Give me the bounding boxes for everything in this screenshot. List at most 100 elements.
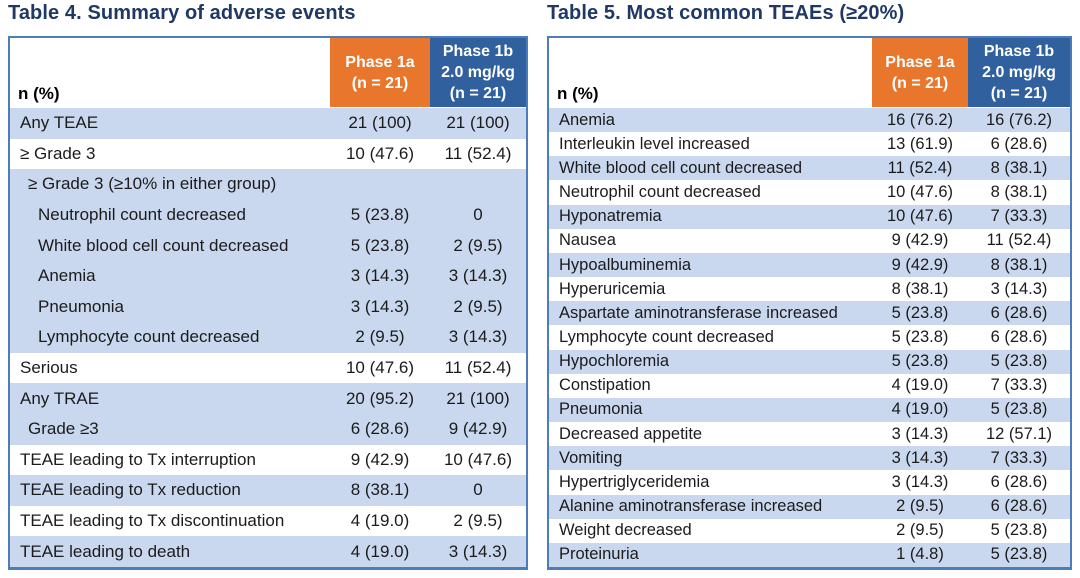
table-row: Any TRAE 20 (95.2) 21 (100) [10, 383, 526, 414]
phase1b-value: 10 (47.6) [443, 449, 513, 469]
phase1b-n: (n = 21) [990, 85, 1048, 102]
row-label: Vomiting [559, 448, 623, 467]
phase1a-value: 9 (42.9) [350, 449, 410, 469]
table-row: Decreased appetite 3 (14.3) 12 (57.1) [549, 422, 1070, 447]
phase1a-value: 10 (47.6) [345, 143, 415, 163]
phase1a-value: 4 (19.0) [350, 511, 410, 531]
phase1b-value: 3 (14.3) [448, 541, 508, 561]
table-row: Pneumonia 4 (19.0) 5 (23.8) [549, 397, 1070, 423]
row-label: Alanine aminotransferase increased [559, 497, 823, 516]
table-row: Hypertriglyceridemia 3 (14.3) 6 (28.6) [549, 470, 1070, 495]
row-label: Hypoalbuminemia [559, 255, 692, 274]
row-label: Interleukin level increased [559, 134, 750, 153]
row-label: Constipation [559, 376, 651, 395]
phase1a-value: 5 (23.8) [350, 235, 410, 255]
phase1a-value: 2 (9.5) [355, 327, 405, 347]
row-label: White blood cell count decreased [38, 235, 289, 255]
phase1b-value: 0 [473, 205, 483, 225]
phase1a-value: 6 (28.6) [350, 419, 410, 439]
table-row: Grade ≥3 6 (28.6) 9 (42.9) [10, 413, 526, 445]
phase1a-value: 5 (23.8) [891, 303, 949, 322]
row-label: Anemia [38, 266, 96, 286]
table5-phase1b-column-header: Phase 1b 2.0 mg/kg (n = 21) [968, 38, 1070, 107]
table-row: Aspartate aminotransferase increased 5 (… [549, 301, 1070, 326]
phase1b-value: 11 (52.4) [986, 231, 1052, 250]
phase1a-value: 3 (14.3) [891, 472, 949, 491]
phase1b-value: 5 (23.8) [990, 545, 1048, 564]
row-label: Nausea [559, 231, 616, 250]
row-label: TEAE leading to Tx reduction [20, 480, 241, 500]
table-row: Hyperuricemia 8 (38.1) 3 (14.3) [549, 277, 1070, 302]
row-label: Aspartate aminotransferase increased [559, 303, 838, 322]
row-label: Serious [20, 358, 78, 378]
row-label: Any TRAE [20, 388, 100, 408]
row-label: Proteinuria [559, 545, 639, 564]
table-row: Weight decreased 2 (9.5) 5 (23.8) [549, 518, 1070, 543]
phase1b-value: 0 [473, 480, 483, 500]
phase1b-value: 21 (100) [446, 388, 510, 408]
table4-n-percent-header: n (%) [18, 84, 60, 103]
phase1a-value: 4 (19.0) [891, 400, 949, 419]
table-row: White blood cell count decreased 11 (52.… [549, 156, 1070, 181]
phase1a-value: 5 (23.8) [350, 205, 410, 225]
phase1a-value: 13 (61.9) [886, 134, 954, 153]
table5-common-teaes-table: n (%) Phase 1a (n = 21) Phase 1b 2.0 mg/… [547, 36, 1072, 570]
table-row: TEAE leading to death 4 (19.0) 3 (14.3) [10, 536, 526, 567]
table-row: Lymphocyte count decreased 2 (9.5) 3 (14… [10, 322, 526, 353]
phase1a-n: (n = 21) [891, 74, 949, 92]
table-row: Any TEAE 21 (100) 21 (100) [10, 108, 526, 139]
phase1a-value: 4 (19.0) [891, 376, 949, 395]
phase1a-value: 1 (4.8) [896, 545, 944, 564]
row-label: Hyperuricemia [559, 279, 666, 298]
phase1a-value: 10 (47.6) [886, 207, 954, 226]
table-row: Alanine aminotransferase increased 2 (9.… [549, 494, 1070, 519]
row-label: Pneumonia [38, 296, 125, 316]
table4-phase1b-column-header: Phase 1b 2.0 mg/kg (n = 21) [430, 38, 526, 107]
row-label: Hypochloremia [559, 352, 670, 371]
phase1a-value: 2 (9.5) [896, 497, 944, 516]
row-label: Lymphocyte count decreased [559, 327, 774, 346]
phase1b-value: 7 (33.3) [990, 376, 1048, 395]
phase1a-value: 3 (14.3) [891, 424, 949, 443]
table-row: Neutrophil count decreased 10 (47.6) 8 (… [549, 180, 1070, 205]
phase1b-value: 9 (42.9) [448, 419, 508, 439]
phase1b-value: 6 (28.6) [990, 134, 1048, 153]
row-label: Neutrophil count decreased [38, 205, 246, 225]
phase1a-value: 20 (95.2) [345, 388, 415, 408]
phase1b-value: 3 (14.3) [448, 327, 508, 347]
row-label: TEAE leading to Tx interruption [20, 449, 256, 469]
phase1a-n: (n = 21) [351, 74, 409, 92]
row-label: Anemia [559, 110, 615, 129]
phase1b-value: 8 (38.1) [990, 158, 1048, 177]
phase1a-value: 4 (19.0) [350, 541, 410, 561]
phase1b-value: 3 (14.3) [990, 279, 1048, 298]
table-row: Proteinuria 1 (4.8) 5 (23.8) [549, 542, 1070, 567]
phase1b-n: (n = 21) [449, 85, 507, 102]
table-row: Hypochloremia 5 (23.8) 5 (23.8) [549, 349, 1070, 374]
phase1b-value: 21 (100) [446, 113, 510, 133]
phase1a-value: 16 (76.2) [886, 110, 954, 129]
phase1b-value: 6 (28.6) [990, 303, 1048, 322]
phase1a-value: 2 (9.5) [896, 521, 944, 540]
phase1a-value: 11 (52.4) [887, 158, 953, 177]
table-row: Hyponatremia 10 (47.6) 7 (33.3) [549, 204, 1070, 229]
table-row: TEAE leading to Tx reduction 8 (38.1) 0 [10, 475, 526, 506]
phase1b-value: 5 (23.8) [990, 521, 1048, 540]
phase1a-value: 9 (42.9) [891, 255, 949, 274]
row-label: TEAE leading to death [20, 541, 191, 561]
phase1a-value: 21 (100) [348, 113, 412, 133]
phase1a-value: 10 (47.6) [886, 183, 954, 202]
row-label: Grade ≥3 [28, 419, 99, 439]
phase1b-value: 2 (9.5) [453, 296, 503, 316]
table-row: Lymphocyte count decreased 5 (23.8) 6 (2… [549, 325, 1070, 350]
table-row: Serious 10 (47.6) 11 (52.4) [10, 352, 526, 384]
phase1a-value: 8 (38.1) [891, 279, 949, 298]
phase1b-value: 16 (76.2) [985, 110, 1053, 129]
phase1b-value: 5 (23.8) [990, 352, 1048, 371]
table4-title: Table 4. Summary of adverse events [8, 2, 356, 24]
phase1b-value: 12 (57.1) [985, 424, 1053, 443]
phase1a-label: Phase 1a [345, 53, 415, 71]
table-row: Pneumonia 3 (14.3) 2 (9.5) [10, 291, 526, 323]
table-row: Vomiting 3 (14.3) 7 (33.3) [549, 446, 1070, 471]
row-label: ≥ Grade 3 [20, 143, 96, 163]
